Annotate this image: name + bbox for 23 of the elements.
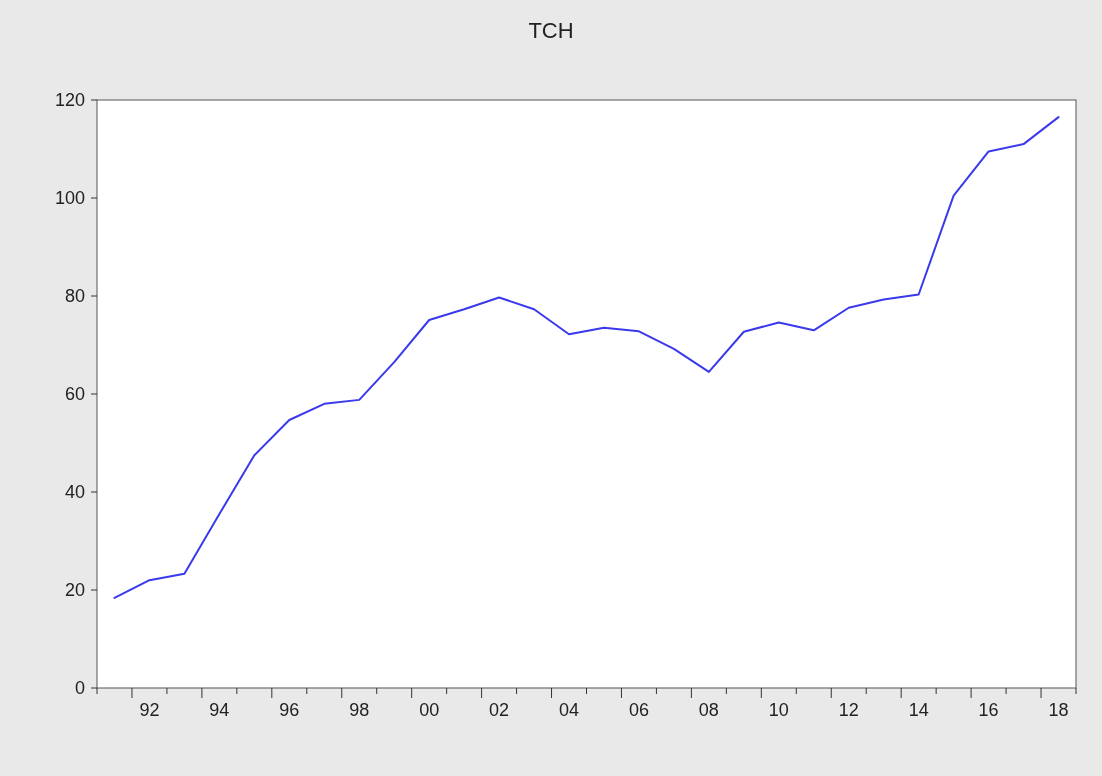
- y-tick-label: 120: [54, 90, 85, 111]
- y-tick-label: 20: [64, 580, 85, 601]
- line-series: [113, 116, 1060, 599]
- x-tick-label: 94: [209, 700, 230, 720]
- x-tick-label: 02: [489, 700, 510, 720]
- x-tick-label: 96: [279, 700, 300, 720]
- x-tick-label: 92: [139, 700, 160, 720]
- x-tick-label: 10: [768, 700, 789, 720]
- chart-title: TCH: [528, 18, 574, 43]
- x-tick-label: 14: [908, 700, 929, 720]
- x-tick-label: 12: [838, 700, 859, 720]
- y-tick-label: 40: [64, 482, 85, 503]
- x-tick-label: 18: [1048, 700, 1069, 720]
- x-tick-label: 04: [559, 700, 580, 720]
- x-tick-label: 06: [628, 700, 649, 720]
- x-tick-label: 00: [419, 700, 440, 720]
- y-tick-label: 60: [64, 384, 85, 405]
- x-tick-label: 08: [698, 700, 719, 720]
- x-tick-label: 98: [349, 700, 370, 720]
- y-tick-label: 0: [74, 678, 85, 699]
- y-tick-label: 100: [54, 188, 85, 209]
- x-tick-label: 16: [978, 700, 999, 720]
- y-tick-label: 80: [64, 286, 85, 307]
